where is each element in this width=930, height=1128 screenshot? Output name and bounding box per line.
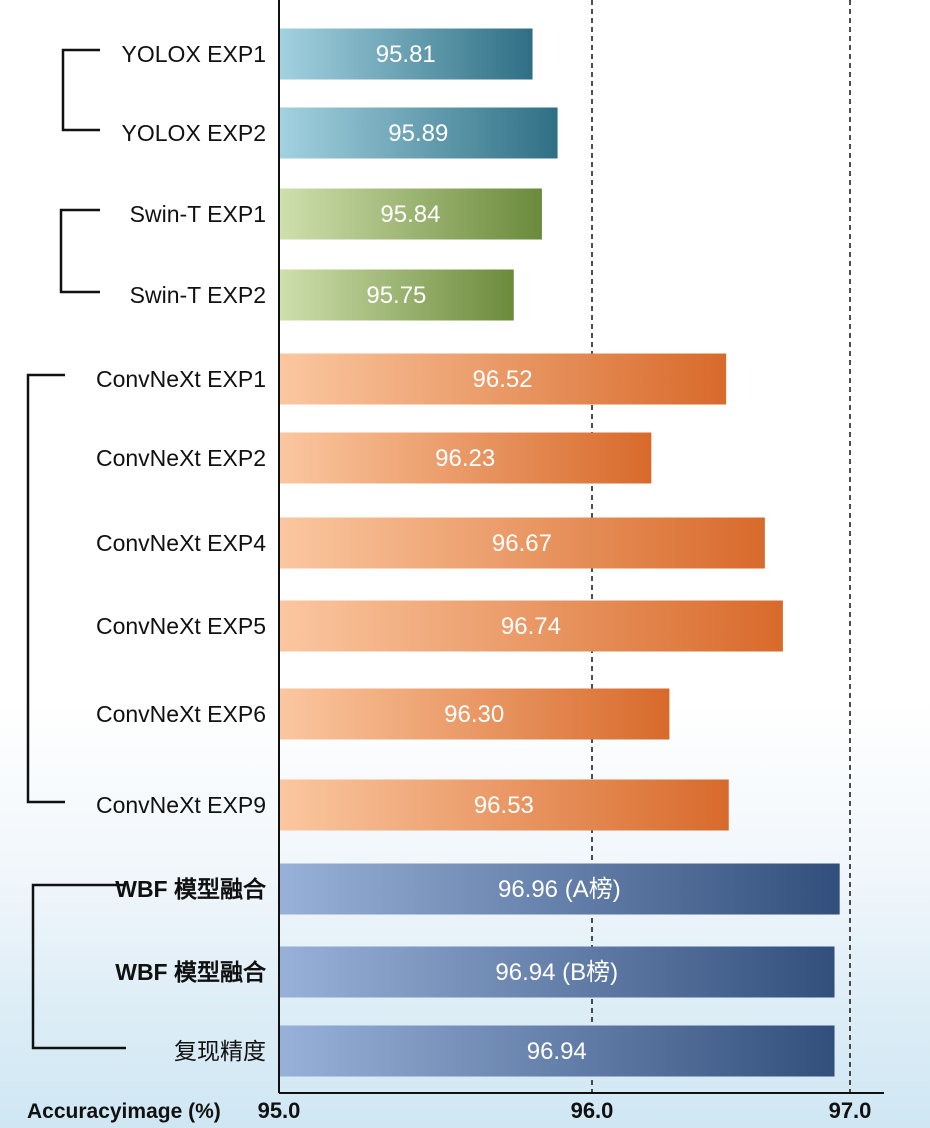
bar-1 [279, 28, 533, 80]
bar-5 [279, 353, 727, 405]
bar-value-label: 96.94 [527, 1038, 587, 1065]
bar-3 [279, 188, 542, 240]
bar-9 [279, 688, 670, 740]
x-axis-title: Accuracyimage (%) [27, 1100, 221, 1123]
bracket-swin [59, 208, 100, 294]
bar-value-label: 96.96 (A榜) [498, 876, 621, 903]
bar-6 [279, 432, 652, 484]
category-label: Swin-T EXP1 [130, 201, 266, 227]
bar-13 [279, 1025, 835, 1077]
bar-value-label: 95.81 [376, 41, 436, 68]
category-label: WBF 模型融合 [115, 959, 267, 985]
x-tick-label: 96.0 [571, 1098, 614, 1123]
bar-value-label: 96.67 [492, 530, 552, 557]
category-label: ConvNeXt EXP1 [96, 366, 266, 392]
bar-11 [279, 863, 840, 915]
bar-value-label: 96.30 [444, 701, 504, 728]
bar-12 [279, 946, 835, 998]
x-tick-label: 95.0 [258, 1098, 301, 1123]
bar-value-label: 96.23 [435, 445, 495, 472]
category-label: ConvNeXt EXP2 [96, 445, 266, 471]
bar-value-label: 96.53 [474, 792, 534, 819]
category-label: 复现精度 [174, 1038, 266, 1064]
bar-8 [279, 600, 783, 652]
bar-4 [279, 269, 514, 321]
bar-value-label: 96.74 [501, 613, 561, 640]
category-label: YOLOX EXP1 [122, 41, 266, 67]
bar-7 [279, 517, 765, 569]
category-label: ConvNeXt EXP5 [96, 613, 266, 639]
bar-value-label: 95.75 [366, 282, 426, 309]
bracket-yolox [61, 48, 100, 132]
bracket-wbf [31, 883, 126, 1050]
bracket-convnext [26, 373, 65, 804]
category-label: YOLOX EXP2 [122, 120, 266, 146]
category-label: ConvNeXt EXP9 [96, 792, 266, 818]
bar-value-label: 96.52 [473, 366, 533, 393]
category-label: WBF 模型融合 [115, 876, 267, 902]
bar-2 [279, 107, 558, 159]
bar-10 [279, 779, 729, 831]
category-label: ConvNeXt EXP6 [96, 701, 266, 727]
bar-value-label: 96.94 (B榜) [495, 959, 618, 986]
bar-value-label: 95.89 [388, 120, 448, 147]
category-label: Swin-T EXP2 [130, 282, 266, 308]
category-label: ConvNeXt EXP4 [96, 530, 266, 556]
bar-value-label: 95.84 [380, 201, 440, 228]
x-tick-label: 97.0 [829, 1098, 872, 1123]
